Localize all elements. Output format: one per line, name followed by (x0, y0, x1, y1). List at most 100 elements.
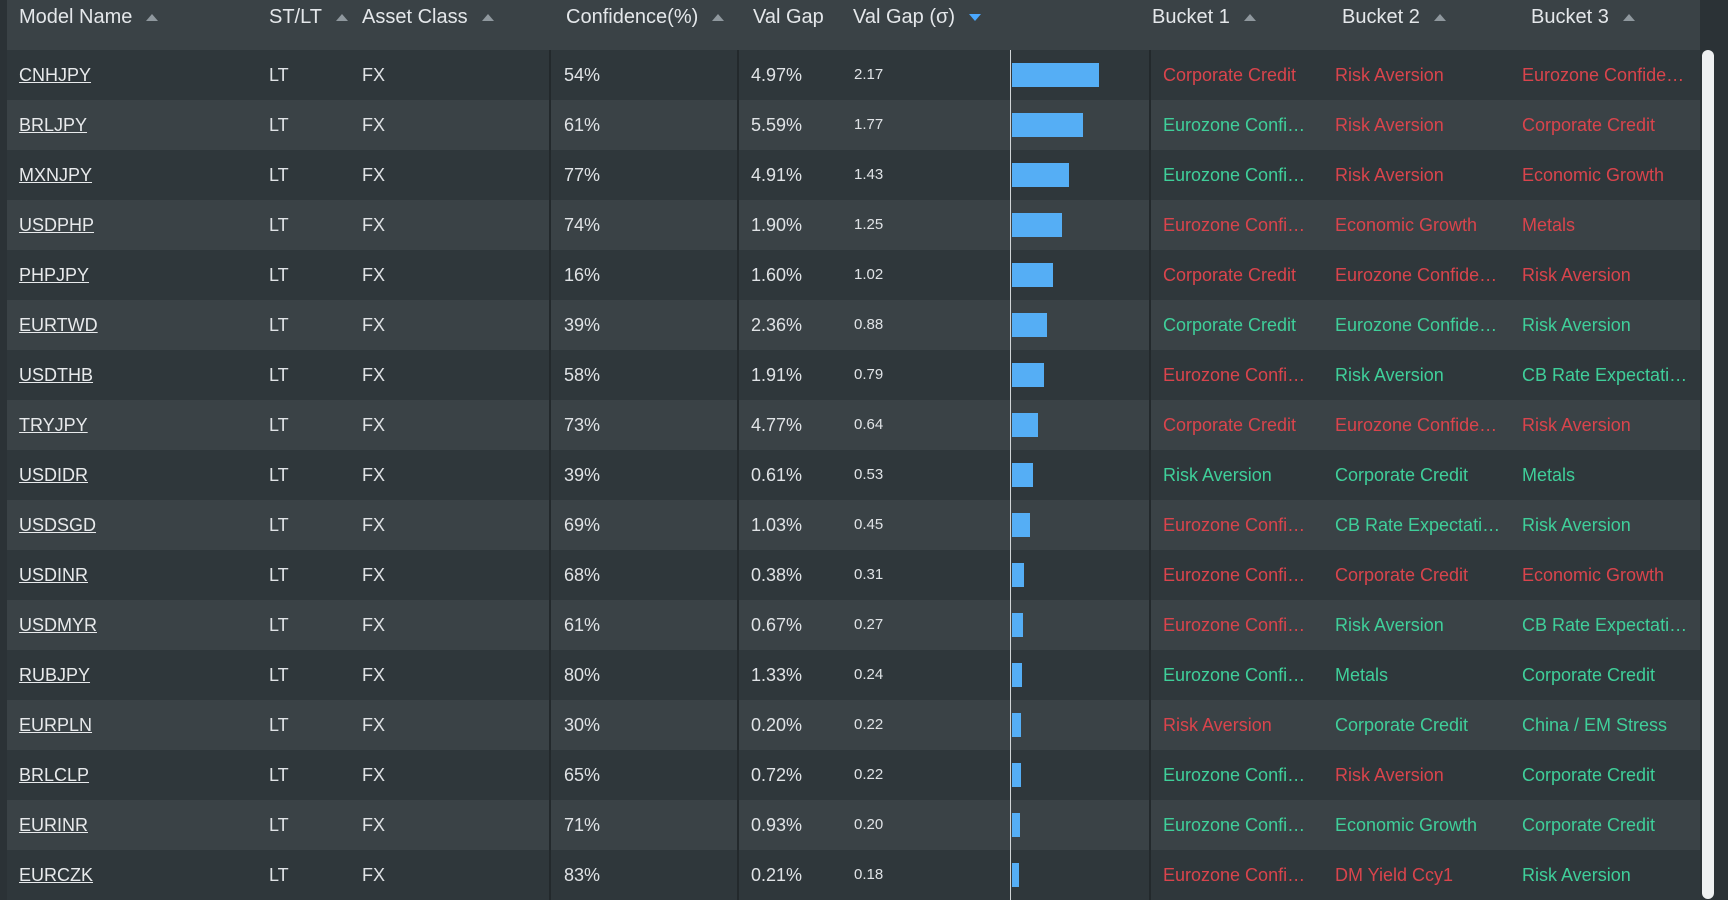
model-name-link[interactable]: PHPJPY (19, 265, 90, 285)
sigma-bar-cell (1010, 400, 1156, 450)
sort-ascending-icon[interactable] (712, 13, 725, 21)
table-row[interactable]: EURTWD LT FX 39% 2.36% 0.88 Corporate Cr… (7, 300, 1700, 350)
bucket1-cell: Eurozone Confidence (1163, 365, 1309, 385)
column-divider (1149, 450, 1151, 500)
val-gap-sigma-cell: 1.43 (854, 166, 884, 183)
sort-ascending-icon[interactable] (1622, 13, 1635, 21)
bucket1-cell: Eurozone Confidence (1163, 865, 1309, 885)
model-name-link[interactable]: USDSGD (19, 515, 97, 535)
vertical-scrollbar-thumb[interactable] (1702, 50, 1714, 899)
model-name-link[interactable]: USDPHP (19, 215, 95, 235)
val-gap-sigma-cell: 0.45 (854, 516, 884, 533)
asset-class-cell: FX (362, 865, 386, 885)
table-row[interactable]: CNHJPY LT FX 54% 4.97% 2.17 Corporate Cr… (7, 50, 1700, 100)
column-divider (549, 450, 551, 500)
model-name-link[interactable]: TRYJPY (19, 415, 88, 435)
column-divider (549, 150, 551, 200)
model-name-link[interactable]: EURPLN (19, 715, 93, 735)
val-gap-cell: 4.97% (751, 65, 803, 85)
bucket3-cell: CB Rate Expectations (1522, 365, 1692, 385)
column-header-bucket2[interactable]: Bucket 2 (1342, 4, 1446, 30)
model-name-link[interactable]: USDMYR (19, 615, 98, 635)
sigma-bar (1012, 113, 1083, 137)
table-row[interactable]: MXNJPY LT FX 77% 4.91% 1.43 Eurozone Con… (7, 150, 1700, 200)
sigma-bar-cell (1010, 450, 1156, 500)
confidence-cell: 71% (564, 815, 601, 835)
table-row[interactable]: RUBJPY LT FX 80% 1.33% 0.24 Eurozone Con… (7, 650, 1700, 700)
asset-class-cell: FX (362, 615, 386, 635)
column-divider (737, 450, 739, 500)
model-name-link[interactable]: BRLCLP (19, 765, 90, 785)
asset-class-cell: FX (362, 115, 386, 135)
column-header-val-gap-sigma[interactable]: Val Gap (σ) (853, 4, 982, 30)
st-lt-cell: LT (269, 115, 289, 135)
sort-ascending-icon[interactable] (146, 13, 159, 21)
model-name-link[interactable]: MXNJPY (19, 165, 93, 185)
column-header-bucket3[interactable]: Bucket 3 (1531, 4, 1635, 30)
table-row[interactable]: USDSGD LT FX 69% 1.03% 0.45 Eurozone Con… (7, 500, 1700, 550)
model-name-link[interactable]: EURINR (19, 815, 89, 835)
st-lt-cell: LT (269, 65, 289, 85)
confidence-cell: 39% (564, 315, 601, 335)
val-gap-cell: 0.61% (751, 465, 803, 485)
column-header-confidence[interactable]: Confidence(%) (566, 4, 725, 30)
bucket3-cell: Risk Aversion (1522, 515, 1631, 535)
sort-ascending-icon[interactable] (335, 13, 348, 21)
sigma-bar (1012, 613, 1023, 637)
column-divider (737, 550, 739, 600)
sigma-bar (1012, 713, 1021, 737)
model-name-link[interactable]: CNHJPY (19, 65, 92, 85)
column-divider (549, 50, 551, 100)
model-name-link[interactable]: USDIDR (19, 465, 89, 485)
column-divider (549, 750, 551, 800)
column-divider (737, 200, 739, 250)
column-header-val-gap[interactable]: Val Gap (753, 4, 824, 30)
table-row[interactable]: USDINR LT FX 68% 0.38% 0.31 Eurozone Con… (7, 550, 1700, 600)
table-row[interactable]: BRLCLP LT FX 65% 0.72% 0.22 Eurozone Con… (7, 750, 1700, 800)
st-lt-cell: LT (269, 865, 289, 885)
bucket2-cell: Eurozone Confidence (1335, 315, 1503, 335)
model-name-link[interactable]: RUBJPY (19, 665, 91, 685)
sort-descending-icon[interactable] (969, 13, 982, 21)
column-divider (1149, 550, 1151, 600)
val-gap-cell: 1.03% (751, 515, 803, 535)
bucket1-cell: Risk Aversion (1163, 465, 1272, 485)
table-row[interactable]: USDPHP LT FX 74% 1.90% 1.25 Eurozone Con… (7, 200, 1700, 250)
column-header-label: Confidence(%) (566, 6, 699, 28)
sort-ascending-icon[interactable] (1433, 13, 1446, 21)
model-name-link[interactable]: EURTWD (19, 315, 98, 335)
bucket2-cell: Corporate Credit (1335, 715, 1469, 735)
column-divider (1149, 650, 1151, 700)
column-header-bucket1[interactable]: Bucket 1 (1152, 4, 1256, 30)
table-row[interactable]: BRLJPY LT FX 61% 5.59% 1.77 Eurozone Con… (7, 100, 1700, 150)
sort-ascending-icon[interactable] (1243, 13, 1256, 21)
column-divider (1149, 300, 1151, 350)
val-gap-cell: 1.90% (751, 215, 803, 235)
model-name-link[interactable]: USDTHB (19, 365, 94, 385)
column-divider (549, 100, 551, 150)
model-name-link[interactable]: BRLJPY (19, 115, 88, 135)
table-row[interactable]: USDTHB LT FX 58% 1.91% 0.79 Eurozone Con… (7, 350, 1700, 400)
table-row[interactable]: EURCZK LT FX 83% 0.21% 0.18 Eurozone Con… (7, 850, 1700, 900)
asset-class-cell: FX (362, 215, 386, 235)
table-row[interactable]: EURINR LT FX 71% 0.93% 0.20 Eurozone Con… (7, 800, 1700, 850)
model-name-link[interactable]: USDINR (19, 565, 89, 585)
table-row[interactable]: TRYJPY LT FX 73% 4.77% 0.64 Corporate Cr… (7, 400, 1700, 450)
sort-ascending-icon[interactable] (481, 13, 494, 21)
model-name-link[interactable]: EURCZK (19, 865, 94, 885)
st-lt-cell: LT (269, 465, 289, 485)
table-row[interactable]: USDIDR LT FX 39% 0.61% 0.53 Risk Aversio… (7, 450, 1700, 500)
column-header-asset-class[interactable]: Asset Class (362, 4, 494, 30)
table-row[interactable]: USDMYR LT FX 61% 0.67% 0.27 Eurozone Con… (7, 600, 1700, 650)
table-row[interactable]: PHPJPY LT FX 16% 1.60% 1.02 Corporate Cr… (7, 250, 1700, 300)
bucket2-cell: Economic Growth (1335, 215, 1478, 235)
table-row[interactable]: EURPLN LT FX 30% 0.20% 0.22 Risk Aversio… (7, 700, 1700, 750)
column-header-model-name[interactable]: Model Name (19, 4, 159, 30)
bucket2-cell: CB Rate Expectations (1335, 515, 1503, 535)
sigma-bar (1012, 63, 1099, 87)
column-header-label: Val Gap (753, 6, 824, 28)
column-header-st-lt[interactable]: ST/LT (269, 4, 348, 30)
sigma-bar-cell (1010, 250, 1156, 300)
st-lt-cell: LT (269, 565, 289, 585)
bucket3-cell: Corporate Credit (1522, 665, 1656, 685)
